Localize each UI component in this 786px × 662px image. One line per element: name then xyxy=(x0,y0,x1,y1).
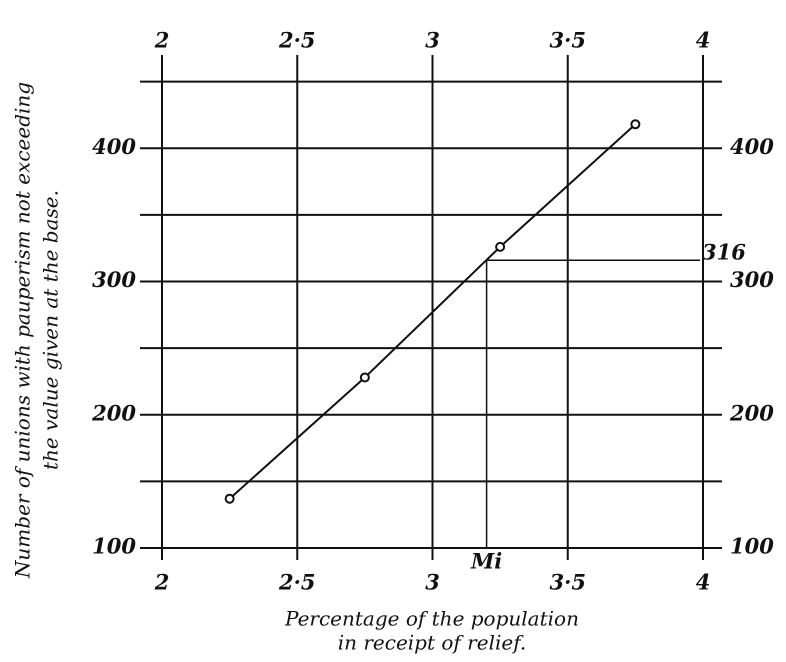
y-axis-label: Number of unions with pauperism not exce… xyxy=(11,82,35,579)
data-point xyxy=(359,372,370,383)
median-y-label: 316 xyxy=(702,240,746,265)
data-point xyxy=(630,119,641,130)
y-tick-label-right: 100 xyxy=(730,534,774,559)
x-tick-label: 2·5 xyxy=(278,570,316,595)
x-tick-label-top: 3·5 xyxy=(549,28,586,53)
data-point xyxy=(224,493,235,504)
y-tick-label-right: 200 xyxy=(729,400,774,425)
y-axis-label: the value given at the base. xyxy=(39,190,63,470)
x-tick-label: 2 xyxy=(154,570,170,595)
y-tick-label-right: 300 xyxy=(730,267,774,292)
x-tick-label-top: 2·5 xyxy=(278,28,316,53)
x-tick-label: 4 xyxy=(696,570,711,595)
median-x-label: Mi xyxy=(470,549,502,574)
y-tick-label-right: 400 xyxy=(730,134,774,159)
data-point xyxy=(495,241,506,252)
y-tick-label: 300 xyxy=(92,267,136,292)
y-tick-label: 100 xyxy=(92,534,136,559)
x-tick-label: 3·5 xyxy=(549,570,586,595)
y-tick-label: 200 xyxy=(91,400,136,425)
x-tick-label-top: 4 xyxy=(696,28,711,53)
y-tick-label: 400 xyxy=(92,134,136,159)
x-tick-label-top: 3 xyxy=(425,28,440,53)
x-axis-label: in receipt of relief. xyxy=(338,631,527,655)
x-tick-label: 3 xyxy=(425,570,440,595)
data-line xyxy=(228,123,637,500)
x-tick-label-top: 2 xyxy=(154,28,170,53)
x-axis-label: Percentage of the population xyxy=(284,607,579,631)
